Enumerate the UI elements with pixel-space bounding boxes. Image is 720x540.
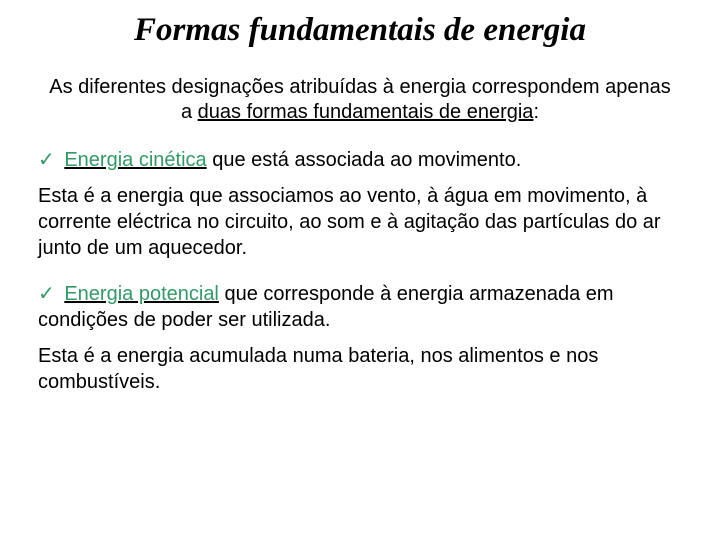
kinetic-rest: que está associada ao movimento. [207, 149, 522, 171]
potential-term: Energia potencial [64, 283, 219, 305]
intro-underlined: duas formas fundamentais de energia [198, 101, 534, 123]
kinetic-term: Energia cinética [64, 149, 206, 171]
kinetic-paragraph: Esta é a energia que associamos ao vento… [38, 183, 682, 261]
checkmark-icon: ✓ [38, 149, 55, 171]
potential-paragraph: Esta é a energia acumulada numa bateria,… [38, 343, 682, 395]
intro-paragraph: As diferentes designações atribuídas à e… [38, 75, 682, 125]
slide-title: Formas fundamentais de energia [38, 12, 682, 49]
kinetic-bullet: ✓ Energia cinética que está associada ao… [38, 147, 682, 173]
checkmark-icon: ✓ [38, 283, 55, 305]
intro-text-post: : [533, 101, 539, 123]
potential-bullet: ✓ Energia potencial que corresponde à en… [38, 281, 682, 333]
